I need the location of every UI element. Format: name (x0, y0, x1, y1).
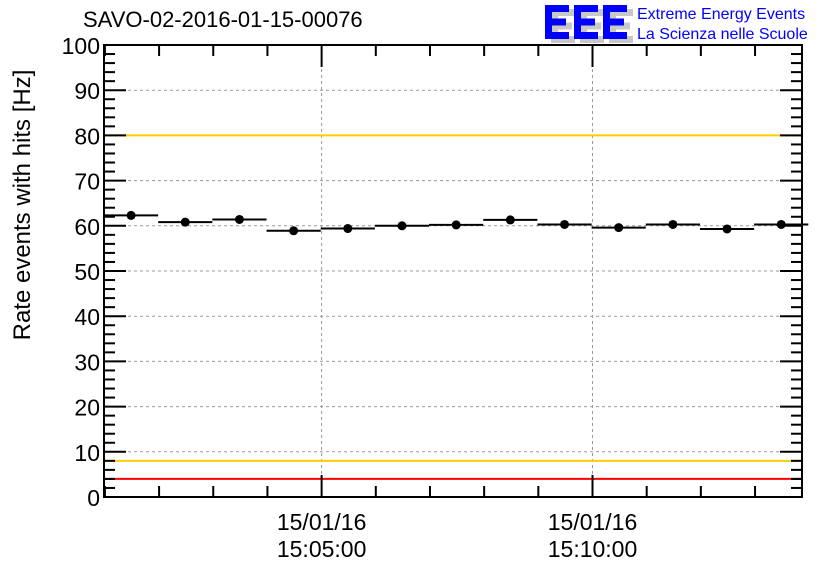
eee-logo: Extreme Energy Events La Scienza nelle S… (545, 5, 808, 43)
x-tick-date-label: 15/01/16 (548, 509, 638, 535)
data-point (180, 217, 190, 227)
logo-line1: Extreme Energy Events (637, 6, 805, 23)
y-tick-label: 30 (74, 349, 100, 375)
data-point (397, 221, 407, 231)
data-point (776, 219, 786, 229)
chart-title: SAVO-02-2016-01-15-00076 (83, 7, 363, 32)
data-point (722, 224, 732, 234)
logo-letter-e (574, 5, 598, 39)
logo-line2: La Scienza nelle Scuole (637, 26, 808, 43)
logo-letter-e (545, 5, 569, 39)
y-tick-label: 100 (62, 33, 100, 59)
x-tick-time-label: 15:05:00 (277, 536, 367, 562)
logo-glyphs (545, 5, 633, 43)
data-point (451, 220, 461, 230)
data-point (234, 214, 244, 224)
y-axis-label: Rate events with hits [Hz] (9, 70, 36, 341)
data-point (614, 223, 624, 233)
data-point (668, 219, 678, 229)
y-tick-label: 40 (74, 304, 100, 330)
data-point (560, 219, 570, 229)
data-point (343, 224, 353, 234)
data-point (289, 226, 299, 236)
y-tick-label: 80 (74, 123, 100, 149)
y-tick-label: 90 (74, 78, 100, 104)
x-tick-time-label: 15:10:00 (548, 536, 638, 562)
data-point (126, 210, 136, 220)
x-tick-date-label: 15/01/16 (277, 509, 367, 535)
data-point (505, 215, 515, 225)
y-tick-label: 0 (87, 485, 100, 511)
y-tick-label: 20 (74, 395, 100, 421)
y-tick-label: 50 (74, 259, 100, 285)
y-tick-label: 10 (74, 440, 100, 466)
y-tick-label: 60 (74, 214, 100, 240)
logo-letter-e (603, 5, 627, 39)
y-tick-label: 70 (74, 169, 100, 195)
